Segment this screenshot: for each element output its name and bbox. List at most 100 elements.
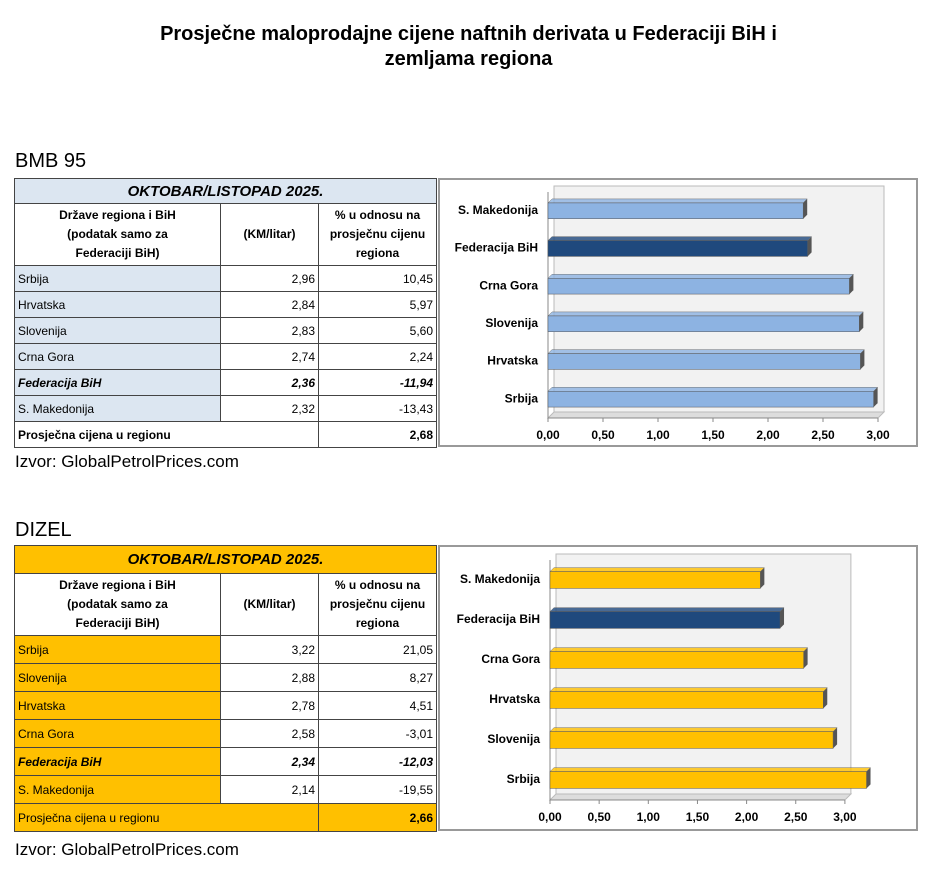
source-note: Izvor: GlobalPetrolPrices.com xyxy=(15,840,239,859)
x-tick-label: 3,00 xyxy=(866,428,890,442)
bar-top xyxy=(547,311,864,317)
bar-top xyxy=(547,274,855,279)
cell-value: 2,36 xyxy=(220,369,319,396)
average-label: Prosječna cijena u regionu xyxy=(14,803,319,832)
bar-top xyxy=(549,687,828,692)
cell-value: -11,94 xyxy=(317,369,438,396)
bar-side xyxy=(860,349,865,370)
header-line: (KM/litar) xyxy=(243,597,296,611)
x-tick-label: 0,00 xyxy=(538,810,562,824)
country: Crna Gora xyxy=(14,719,221,748)
cell-value: 2,24 xyxy=(317,343,438,370)
data-row: Srbija 3,22 21,05 xyxy=(14,635,438,664)
cell-value: 2,83 xyxy=(220,317,319,344)
country: Federacija BiH xyxy=(14,747,221,776)
bar-side xyxy=(823,687,828,709)
country: Slovenija xyxy=(14,663,221,692)
period: OKTOBAR/LISTOPAD 2025. xyxy=(13,545,438,574)
cell-value: 3,22 xyxy=(220,635,319,664)
bar-side xyxy=(803,198,808,219)
x-tick-label: 1,00 xyxy=(646,428,670,442)
back-wall xyxy=(555,553,852,795)
bar-chart: 0,00 0,50 1,00 1,50 2,00 2,50 3,00 S. Makedonij… xyxy=(438,178,918,447)
bar-top xyxy=(549,647,809,652)
data-row: Crna Gora 2,74 2,24 xyxy=(14,343,438,370)
bar-top xyxy=(549,767,872,772)
bar-side xyxy=(780,607,785,629)
bar-chart: 0,00 0,50 1,00 1,50 2,00 2,50 3,00 S. Makedonij… xyxy=(438,545,918,831)
bar xyxy=(547,315,860,332)
average-row: Prosječna cijena u regionu 2,66 xyxy=(14,803,438,832)
bar-side xyxy=(859,311,864,332)
column-header: (KM/litar) xyxy=(220,573,319,636)
cell-value: -12,03 xyxy=(317,747,438,776)
period-row: OKTOBAR/LISTOPAD 2025. xyxy=(13,178,438,204)
cell-value: 2,14 xyxy=(220,775,319,804)
bar-side xyxy=(760,567,765,589)
x-tick-label: 2,50 xyxy=(784,810,808,824)
country: Srbija xyxy=(14,635,221,664)
period: OKTOBAR/LISTOPAD 2025. xyxy=(13,178,438,204)
cell-value: 5,60 xyxy=(317,317,438,344)
country: Slovenija xyxy=(14,317,221,344)
bar xyxy=(547,278,850,295)
header-line: % u odnosu na xyxy=(334,578,421,592)
bar-top xyxy=(547,387,879,392)
country: Srbija xyxy=(14,265,221,292)
x-tick-label: 1,00 xyxy=(637,810,661,824)
floor xyxy=(548,793,853,801)
category-label: Crna Gora xyxy=(481,652,540,666)
bar-side xyxy=(803,647,808,669)
header-row: Države regiona i BiH (podatak samo za Fede… xyxy=(14,203,438,266)
section-label: DIZEL xyxy=(15,519,72,541)
header-line: (podatak samo za xyxy=(67,597,168,611)
category-label: Srbija xyxy=(507,772,541,786)
header-line: (KM/litar) xyxy=(243,227,296,241)
data-row: S. Makedonija 2,32 -13,43 xyxy=(14,395,438,422)
cell-value: 2,74 xyxy=(220,343,319,370)
back-wall xyxy=(553,185,885,413)
category-label: S. Makedonija xyxy=(458,203,538,217)
bar xyxy=(549,571,761,589)
column-header: (KM/litar) xyxy=(220,203,319,266)
country: Federacija BiH xyxy=(14,369,221,396)
header-line: Države regiona i BiH xyxy=(59,578,176,592)
column-header: % u odnosu na prosječnu cijenu regiona xyxy=(317,573,438,636)
data-row: Srbija 2,96 10,45 xyxy=(14,265,438,292)
country: Crna Gora xyxy=(14,343,221,370)
cell-value: 2,58 xyxy=(220,719,319,748)
title-line: Prosječne maloprodajne cijene naftnih de… xyxy=(160,23,777,45)
data-row: S. Makedonija 2,14 -19,55 xyxy=(14,775,438,804)
cell-value: -3,01 xyxy=(317,719,438,748)
header-line: Države regiona i BiH xyxy=(59,208,176,222)
bar-side xyxy=(833,727,838,749)
cell-value: 8,27 xyxy=(317,663,438,692)
bar xyxy=(547,353,861,370)
category-label: Hrvatska xyxy=(489,692,540,706)
column-header: % u odnosu na prosječnu cijenu regiona xyxy=(317,203,438,266)
floor xyxy=(546,411,886,419)
bar-top xyxy=(549,727,838,732)
country: Hrvatska xyxy=(14,691,221,720)
category-label: Slovenija xyxy=(485,316,538,330)
bar xyxy=(549,651,804,669)
cell-value: 5,97 xyxy=(317,291,438,318)
bar-top xyxy=(547,236,813,241)
average-value: 2,66 xyxy=(317,803,438,832)
cell-value: -19,55 xyxy=(317,775,438,804)
cell-value: 4,51 xyxy=(317,691,438,720)
country: S. Makedonija xyxy=(14,395,221,422)
bar xyxy=(549,731,834,749)
category-label: Hrvatska xyxy=(487,354,538,368)
cell-value: 2,78 xyxy=(220,691,319,720)
x-tick-label: 2,50 xyxy=(811,428,835,442)
category-label: Srbija xyxy=(505,391,539,405)
bar-side xyxy=(873,387,878,408)
cell-value: 2,32 xyxy=(220,395,319,422)
header-row: Države regiona i BiH (podatak samo za Fede… xyxy=(14,573,438,636)
country: S. Makedonija xyxy=(14,775,221,804)
x-tick-label: 3,00 xyxy=(833,810,857,824)
bar-side xyxy=(807,236,812,257)
data-row: Federacija BiH 2,34 -12,03 xyxy=(14,747,438,776)
